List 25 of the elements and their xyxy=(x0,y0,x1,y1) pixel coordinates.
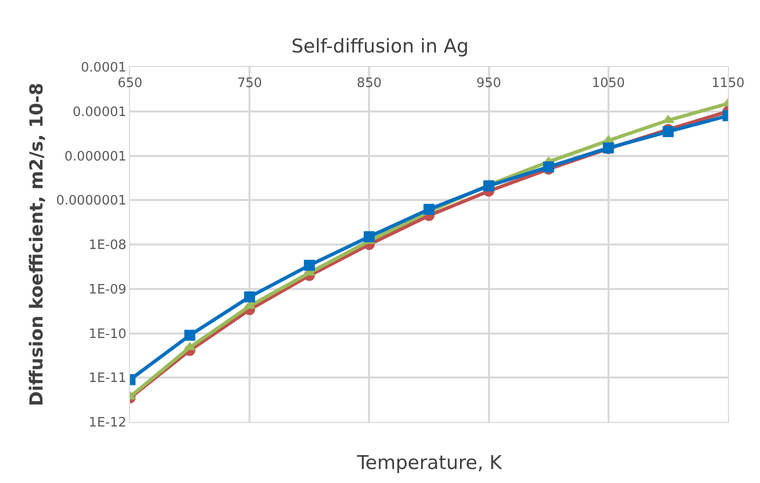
point xyxy=(304,260,315,271)
x-tick-label: 1150 xyxy=(711,76,745,91)
point xyxy=(424,204,434,215)
point xyxy=(184,330,196,341)
y-tick-label: 0.000001 xyxy=(64,149,126,164)
y-axis-title: Diffusion koefficient, m2/s, 10-8 xyxy=(26,82,48,406)
x-tick-label: 850 xyxy=(356,76,382,91)
x-tick-label: 750 xyxy=(237,76,262,91)
x-axis-title: Temperature, K xyxy=(356,452,502,474)
y-tick-label: 1E-08 xyxy=(88,238,126,254)
y-tick-label: 1E-09 xyxy=(88,282,126,298)
y-tick-label: 0.0000001 xyxy=(56,194,126,209)
y-tick-label: 1E-11 xyxy=(88,371,126,386)
y-tick-label: 1E-12 xyxy=(88,416,126,431)
y-tick-label: 0.0001 xyxy=(80,60,126,76)
x-tick-label: 950 xyxy=(476,76,502,91)
chart-title: Self-diffusion in Ag xyxy=(291,36,469,58)
y-tick-label: 0.00001 xyxy=(72,104,126,120)
point xyxy=(244,291,256,302)
point xyxy=(543,161,554,172)
point xyxy=(364,231,375,242)
y-tick-label: 1E-10 xyxy=(88,326,126,342)
x-tick-label: 1050 xyxy=(592,76,625,91)
x-tick-label: 650 xyxy=(118,76,142,91)
point xyxy=(483,180,494,192)
